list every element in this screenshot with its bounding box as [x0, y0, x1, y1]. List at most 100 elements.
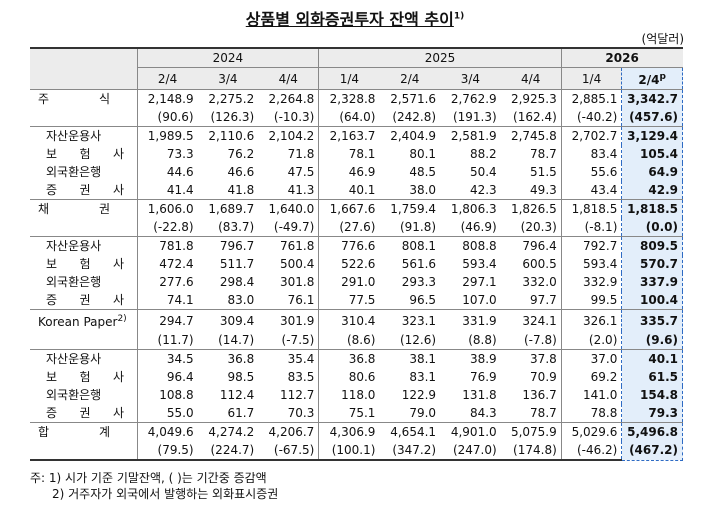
- value: 108.8: [136, 386, 198, 404]
- value: 2,163.7: [318, 126, 380, 145]
- value: 83.5: [287, 370, 315, 384]
- value: 2,571.6: [379, 89, 441, 108]
- row-label: 주 식: [30, 89, 137, 108]
- value: 2,104.2: [258, 126, 319, 145]
- value: 593.4: [462, 257, 497, 271]
- value: 2,148.9: [136, 89, 198, 108]
- value: 4,274.2: [197, 422, 259, 441]
- label-text: 합 계: [38, 425, 110, 439]
- value: 570.7: [621, 255, 683, 273]
- change: (79.5): [136, 441, 198, 461]
- value: 97.7: [530, 293, 557, 307]
- value: 35.4: [258, 349, 319, 368]
- change: (162.4): [513, 110, 557, 124]
- value: 71.8: [287, 147, 315, 161]
- row-label: [30, 108, 137, 127]
- value: 41.3: [287, 183, 315, 197]
- value: 99.5: [560, 291, 622, 310]
- value: 781.8: [136, 236, 198, 255]
- label-text: 채 권: [38, 202, 110, 216]
- row-label: 자산운용사: [30, 126, 137, 145]
- value: 511.7: [219, 257, 255, 271]
- value: 70.3: [287, 406, 315, 420]
- label-text: 보 험 사: [46, 370, 124, 384]
- year: 2026: [560, 47, 683, 68]
- quarter: 2/4: [136, 67, 198, 90]
- change: (-7.5): [281, 333, 315, 347]
- value: 293.3: [401, 275, 437, 289]
- value: 3,129.4: [621, 126, 683, 145]
- value: 2,925.3: [500, 89, 562, 108]
- quarter: 2/4p: [621, 67, 683, 90]
- quarter: 4/4: [258, 67, 319, 90]
- value: 291.0: [318, 273, 380, 291]
- note: 2) 거주자가 외국에서 발행하는 외화표시증권: [52, 487, 279, 501]
- value: 2,581.9: [440, 126, 501, 145]
- value: 83.1: [409, 370, 437, 384]
- value: 50.4: [469, 165, 497, 179]
- change: (11.7): [136, 331, 198, 350]
- change: (174.8): [500, 441, 562, 461]
- value: 41.8: [227, 183, 255, 197]
- change-row: (90.6) (126.3) (-10.3) (64.0) (242.8) (191.3)…: [30, 108, 683, 127]
- value: 301.9: [258, 309, 319, 331]
- value: 309.4: [197, 309, 259, 331]
- value: 55.0: [136, 404, 198, 423]
- value: 1,818.5: [621, 199, 683, 218]
- label-text: 외국환은행: [46, 275, 102, 289]
- change: (20.3): [520, 220, 557, 234]
- value: 4,654.1: [379, 422, 441, 441]
- change: (-10.3): [273, 110, 315, 124]
- preliminary-mark: p: [659, 72, 666, 82]
- group-row: 주 식 2,148.9 2,275.2 2,264.8 2,328.8 2,571.6 2,…: [30, 89, 683, 108]
- label-text: 자산운용사: [46, 129, 102, 143]
- change: (8.8): [468, 333, 497, 347]
- label-text: 보 험 사: [46, 147, 124, 161]
- sub-row: 자산운용사 34.5 36.8 35.4 36.8 38.1 38.9 37.8 37.0 40.…: [30, 349, 683, 368]
- change: (91.8): [399, 220, 437, 234]
- row-label: 외국환은행: [30, 163, 137, 181]
- value: 37.0: [560, 349, 622, 368]
- value: 2,702.7: [560, 126, 622, 145]
- label-note: 2): [117, 314, 127, 324]
- value: 277.6: [136, 273, 198, 291]
- row-label: [30, 331, 137, 350]
- value: 49.3: [530, 183, 557, 197]
- value: 792.7: [560, 236, 622, 255]
- sub-row: 외국환은행 44.6 46.6 47.5 46.9 48.5 50.4 51.5 55.6 64.…: [30, 163, 683, 181]
- value: 51.5: [530, 165, 557, 179]
- value: 1,759.4: [379, 199, 441, 218]
- row-label: [30, 218, 137, 237]
- row-label: 합 계: [30, 422, 137, 441]
- corner: [30, 47, 137, 90]
- value: 761.8: [258, 236, 319, 255]
- value: 2,275.2: [197, 89, 259, 108]
- value: 38.9: [440, 349, 501, 368]
- sub-row: 증 권 사 74.1 83.0 76.1 77.5 96.5 107.0 97.7 99.5 10…: [30, 291, 683, 310]
- row-label: 증 권 사: [30, 404, 137, 423]
- header-row: 2024 2025 2026: [30, 47, 683, 90]
- change: (83.7): [218, 220, 255, 234]
- quarter: 1/4: [318, 67, 380, 90]
- value: 75.1: [318, 404, 380, 423]
- value: 47.5: [287, 165, 315, 179]
- label-text: 자산운용사: [46, 352, 102, 366]
- note: 주: 1) 시가 기준 기말잔액, ( )는 기간중 증감액: [30, 471, 267, 485]
- header-row: 2/4 3/4 4/4 1/4 2/4 3/4 4/4 1/4 2/4p: [30, 67, 683, 90]
- value: 78.7: [530, 147, 557, 161]
- value: 2,264.8: [258, 89, 319, 108]
- value: 5,496.8: [621, 422, 683, 441]
- row-label: 보 험 사: [30, 368, 137, 386]
- value: 1,806.3: [440, 199, 501, 218]
- value: 112.7: [279, 388, 315, 402]
- value: 141.0: [560, 386, 622, 404]
- row-label: 외국환은행: [30, 273, 137, 291]
- value: 46.9: [318, 163, 380, 181]
- title-text: 상품별 외화증권투자 잔액 추이: [245, 10, 454, 29]
- change: (-7.8): [523, 333, 557, 347]
- quarter: 1/4: [560, 67, 622, 90]
- change: (347.2): [379, 441, 441, 461]
- title-note: 1): [453, 11, 465, 22]
- value: 154.8: [621, 386, 683, 404]
- change: (27.6): [318, 218, 380, 237]
